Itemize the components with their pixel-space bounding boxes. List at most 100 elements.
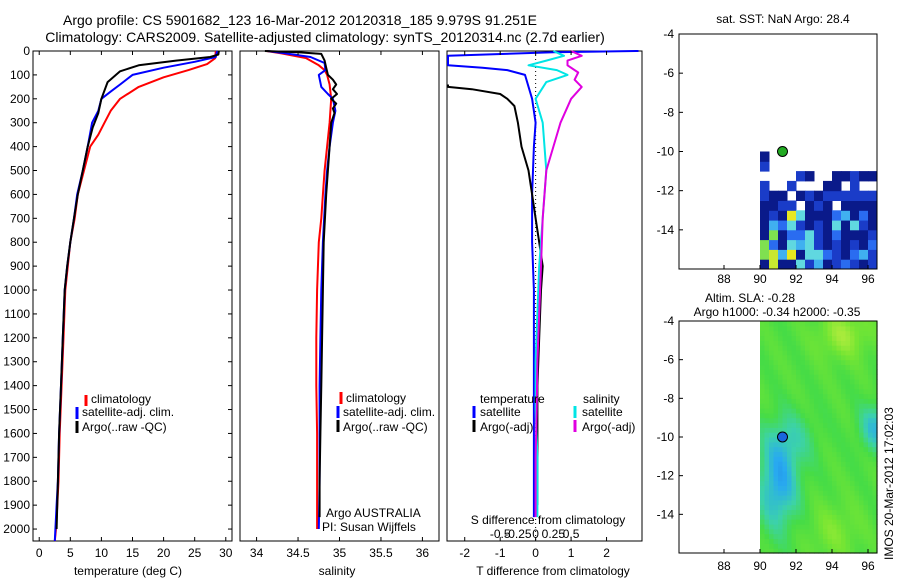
sla-pixel bbox=[760, 432, 766, 438]
sla-pixel bbox=[809, 398, 815, 404]
depth-tick-label: 1200 bbox=[3, 331, 30, 345]
sla-pixel bbox=[859, 325, 865, 332]
sla-pixel bbox=[814, 412, 820, 419]
sla-pixel bbox=[796, 466, 802, 472]
sla-pixel bbox=[827, 519, 833, 525]
sla-pixel bbox=[832, 379, 838, 385]
sla-pixel bbox=[859, 364, 865, 370]
sla-pixel bbox=[832, 446, 838, 453]
sla-pixel bbox=[872, 446, 878, 453]
sla-pixel bbox=[850, 548, 856, 554]
sla-pixel bbox=[773, 403, 779, 409]
sla-pixel bbox=[773, 514, 779, 520]
sla-pixel bbox=[805, 403, 811, 409]
sst-pixel bbox=[814, 220, 824, 231]
sla-pixel bbox=[805, 432, 811, 438]
sla-pixel bbox=[764, 393, 770, 399]
latitude-tick-label: -4 bbox=[663, 314, 674, 328]
sla-pixel bbox=[841, 393, 847, 399]
sla-pixel bbox=[791, 461, 797, 467]
sla-pixel bbox=[859, 359, 865, 366]
sla-pixel bbox=[773, 417, 779, 424]
sla-pixel bbox=[854, 403, 860, 409]
sla-pixel bbox=[868, 499, 874, 506]
sla-pixel bbox=[823, 369, 829, 375]
sla-pixel bbox=[800, 398, 806, 404]
sla-pixel bbox=[769, 335, 775, 341]
sla-pixel bbox=[764, 538, 770, 544]
sla-pixel bbox=[832, 354, 838, 361]
sst-pixel bbox=[859, 239, 869, 250]
sla-pixel bbox=[769, 393, 775, 399]
sla-pixel bbox=[760, 350, 766, 356]
sla-pixel bbox=[814, 330, 820, 337]
sla-pixel bbox=[845, 412, 851, 419]
sla-pixel bbox=[778, 441, 784, 448]
sst-pixel bbox=[859, 210, 869, 221]
sla-pixel bbox=[872, 335, 878, 341]
sla-pixel bbox=[809, 408, 815, 414]
sla-pixel bbox=[859, 514, 865, 520]
sla-pixel bbox=[818, 470, 824, 477]
sst-pixel bbox=[760, 200, 770, 211]
sla-pixel bbox=[832, 490, 838, 496]
sla-pixel bbox=[782, 325, 788, 332]
sla-pixel bbox=[764, 432, 770, 438]
sst-pixel bbox=[814, 239, 824, 250]
sla-pixel bbox=[818, 432, 824, 438]
sla-pixel bbox=[818, 330, 824, 337]
sla-pixel bbox=[814, 466, 820, 472]
sla-pixel bbox=[859, 543, 865, 549]
sst-pixel bbox=[760, 220, 770, 231]
sla-pixel bbox=[769, 446, 775, 453]
sla-pixel bbox=[764, 446, 770, 453]
sla-pixel bbox=[854, 359, 860, 366]
sst-pixel bbox=[814, 259, 824, 270]
sla-pixel bbox=[778, 388, 784, 395]
sla-pixel bbox=[809, 427, 815, 433]
sla-pixel bbox=[809, 446, 815, 453]
sla-pixel bbox=[814, 398, 820, 404]
sla-pixel bbox=[809, 519, 815, 525]
sla-pixel bbox=[773, 383, 779, 390]
series-line-satellite-adj-clim bbox=[267, 50, 337, 530]
salinity-x-tick-label: 36 bbox=[416, 546, 430, 560]
sla-pixel bbox=[868, 383, 874, 390]
sst-pixel bbox=[787, 229, 797, 241]
sla-pixel bbox=[814, 446, 820, 453]
sla-pixel bbox=[850, 359, 856, 366]
sla-pixel bbox=[764, 470, 770, 477]
sla-pixel bbox=[836, 364, 842, 370]
temperature-x-tick-label: 0 bbox=[36, 546, 43, 560]
sla-pixel bbox=[800, 485, 806, 491]
sla-pixel bbox=[823, 441, 829, 448]
sla-pixel bbox=[814, 470, 820, 477]
sst-pixel bbox=[805, 210, 815, 221]
sla-pixel bbox=[859, 354, 865, 361]
sla-pixel bbox=[809, 393, 815, 399]
sla-pixel bbox=[773, 369, 779, 375]
sla-pixel bbox=[782, 499, 788, 506]
sla-pixel bbox=[760, 398, 766, 404]
sla-pixel bbox=[850, 340, 856, 346]
sst-pixel bbox=[868, 210, 878, 221]
sla-pixel bbox=[800, 388, 806, 395]
sla-pixel bbox=[845, 321, 851, 327]
sla-pixel bbox=[800, 548, 806, 554]
sla-pixel bbox=[814, 383, 820, 390]
sla-pixel bbox=[823, 340, 829, 346]
sla-pixel bbox=[836, 350, 842, 356]
t-difference-x-tick-label: 1 bbox=[568, 546, 575, 560]
sla-pixel bbox=[827, 321, 833, 327]
sla-pixel bbox=[791, 538, 797, 544]
sla-pixel bbox=[814, 427, 820, 433]
sla-pixel bbox=[841, 543, 847, 549]
sla-pixel bbox=[818, 398, 824, 404]
sst-pixel bbox=[805, 249, 815, 260]
sla-pixel bbox=[868, 374, 874, 380]
sst-map-title: sat. SST: NaN Argo: 28.4 bbox=[716, 12, 850, 26]
sla-pixel bbox=[800, 403, 806, 409]
sla-pixel bbox=[787, 504, 793, 511]
sla-pixel bbox=[832, 398, 838, 404]
sla-pixel bbox=[760, 345, 766, 351]
